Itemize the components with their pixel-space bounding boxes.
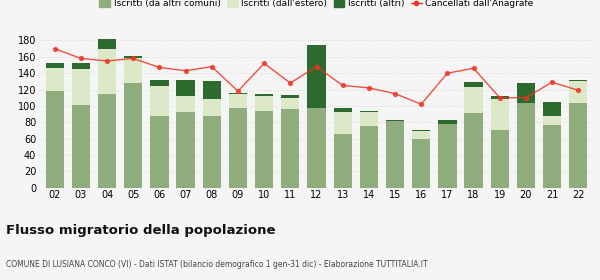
Bar xyxy=(517,83,535,102)
Bar xyxy=(412,131,430,139)
Bar xyxy=(229,108,247,188)
Bar xyxy=(334,134,352,188)
Bar xyxy=(203,81,221,99)
Bar xyxy=(150,80,169,86)
Bar xyxy=(281,109,299,188)
Bar xyxy=(517,102,535,188)
Bar xyxy=(150,116,169,188)
Bar xyxy=(491,130,509,188)
Bar xyxy=(386,122,404,188)
Text: COMUNE DI LUSIANA CONCO (VI) - Dati ISTAT (bilancio demografico 1 gen-31 dic) - : COMUNE DI LUSIANA CONCO (VI) - Dati ISTA… xyxy=(6,260,428,269)
Bar xyxy=(334,112,352,134)
Bar xyxy=(124,59,142,83)
Bar xyxy=(359,126,378,188)
Bar xyxy=(176,96,195,112)
Bar xyxy=(464,113,483,188)
Bar xyxy=(359,112,378,126)
Bar xyxy=(491,96,509,99)
Bar xyxy=(229,93,247,94)
Legend: Iscritti (da altri comuni), Iscritti (dall'estero), Iscritti (altri), Cancellati: Iscritti (da altri comuni), Iscritti (da… xyxy=(96,0,537,12)
Bar xyxy=(386,120,404,122)
Bar xyxy=(569,80,587,81)
Bar xyxy=(203,116,221,188)
Bar xyxy=(229,94,247,108)
Bar xyxy=(255,96,274,111)
Bar xyxy=(46,68,64,91)
Bar xyxy=(569,81,587,102)
Bar xyxy=(307,45,326,108)
Bar xyxy=(72,105,90,188)
Bar xyxy=(255,94,274,96)
Bar xyxy=(98,94,116,188)
Bar xyxy=(307,108,326,188)
Bar xyxy=(46,62,64,68)
Bar xyxy=(281,98,299,109)
Bar xyxy=(543,102,561,116)
Bar xyxy=(98,39,116,49)
Bar xyxy=(98,49,116,94)
Bar xyxy=(72,63,90,69)
Bar xyxy=(124,83,142,188)
Bar xyxy=(124,56,142,59)
Bar xyxy=(543,125,561,188)
Bar xyxy=(412,139,430,188)
Bar xyxy=(72,69,90,105)
Bar xyxy=(412,130,430,131)
Bar xyxy=(438,120,457,124)
Bar xyxy=(543,116,561,125)
Bar xyxy=(150,86,169,116)
Bar xyxy=(464,87,483,113)
Bar xyxy=(569,102,587,188)
Bar xyxy=(334,108,352,112)
Bar xyxy=(464,82,483,87)
Bar xyxy=(255,111,274,188)
Bar xyxy=(359,111,378,112)
Bar xyxy=(176,112,195,188)
Bar xyxy=(438,124,457,188)
Bar xyxy=(491,99,509,130)
Bar xyxy=(203,99,221,116)
Bar xyxy=(46,91,64,188)
Bar xyxy=(176,80,195,96)
Text: Flusso migratorio della popolazione: Flusso migratorio della popolazione xyxy=(6,224,275,237)
Bar xyxy=(281,95,299,98)
